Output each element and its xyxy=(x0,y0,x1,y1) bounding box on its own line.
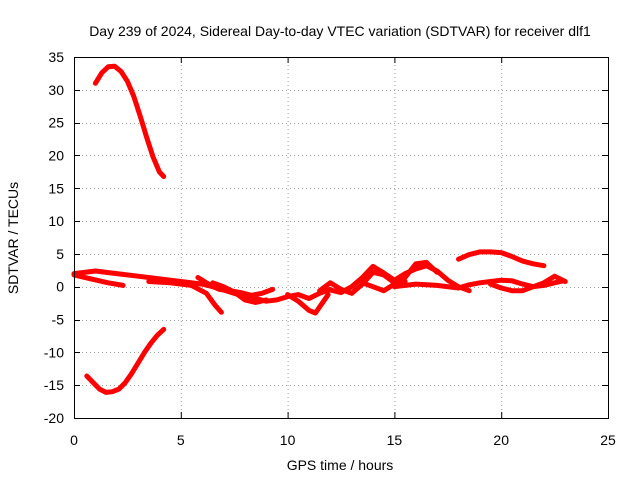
x-tick-label: 5 xyxy=(177,432,185,448)
y-tick-label: 0 xyxy=(56,279,64,295)
y-tick-label: -5 xyxy=(52,312,65,328)
y-tick-label: 25 xyxy=(48,115,64,131)
y-tick-label: 35 xyxy=(48,49,64,65)
series-arc-upper xyxy=(92,63,167,179)
x-tick-label: 15 xyxy=(387,432,403,448)
series-arc-c xyxy=(146,279,224,315)
series-group xyxy=(71,63,568,395)
y-tick-label: -10 xyxy=(44,344,64,360)
series-arc-lower xyxy=(84,326,167,395)
series-arc-b xyxy=(71,272,126,288)
series-arc-h xyxy=(327,263,472,296)
series-arc-l xyxy=(488,273,568,294)
series-arc-k xyxy=(456,249,547,269)
series-arc-f xyxy=(285,292,331,316)
x-tick-label: 10 xyxy=(280,432,296,448)
y-tick-label: -15 xyxy=(44,377,64,393)
plot-frame xyxy=(74,57,609,419)
y-axis-label: SDTVAR / TECUs xyxy=(5,182,21,294)
y-tick-label: -20 xyxy=(44,410,64,426)
y-tick-label: 5 xyxy=(56,246,64,262)
y-tick-label: 20 xyxy=(48,147,64,163)
tick-labels: 0 5 10 15 20 25 -20 -15 -10 -5 0 5 10 15 20 25 30 35 xyxy=(44,49,616,448)
chart-title: Day 239 of 2024, Sidereal Day-to-day VTE… xyxy=(89,23,591,39)
grid-lines xyxy=(74,57,608,418)
series-arc-e xyxy=(210,280,269,305)
x-tick-label: 20 xyxy=(493,432,509,448)
x-tick-label: 0 xyxy=(70,432,78,448)
y-tick-label: 10 xyxy=(48,213,64,229)
y-tick-label: 15 xyxy=(48,180,64,196)
x-tick-label: 25 xyxy=(600,432,616,448)
series-arc-i xyxy=(359,259,440,294)
axis-ticks xyxy=(74,57,609,419)
x-axis-label: GPS time / hours xyxy=(287,457,394,473)
y-tick-label: 30 xyxy=(48,82,64,98)
